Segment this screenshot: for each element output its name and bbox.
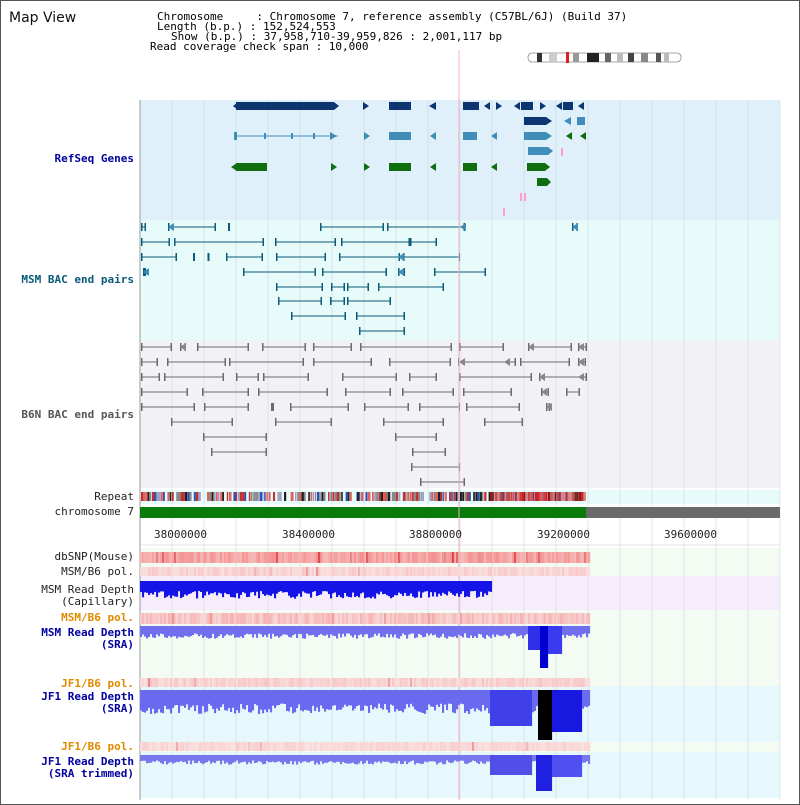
coverage-span-info: Read coverage check span : 10,000 — [150, 40, 369, 53]
track-label-msm-bac: MSM BAC end pairs — [21, 273, 134, 286]
track-label-msm-depth-sra: MSM Read Depth (SRA) — [41, 626, 134, 651]
msm-bac-end-pairs[interactable] — [141, 223, 578, 335]
chromosome-info: Chromosome : Chromosome 7, reference ass… — [157, 10, 628, 23]
b6n-bac-end-pairs[interactable] — [141, 343, 587, 486]
track-label-jf1-b6-pol-1: JF1/B6 pol. — [61, 677, 134, 690]
track-label-dbsnp: dbSNP(Mouse) — [54, 550, 134, 563]
length-info: Length (b.p.) : 152,524,553 — [157, 20, 336, 33]
axis-tick-label: 38800000 — [409, 528, 462, 541]
repeat-track[interactable] — [141, 492, 586, 501]
show-range-info: Show (b.p.) : 37,958,710-39,959,826 : 2,… — [171, 30, 503, 43]
axis-tick-label: 39600000 — [664, 528, 717, 541]
track-label-refseq: RefSeq Genes — [54, 152, 134, 165]
refseq-genes[interactable] — [231, 102, 586, 216]
read-depth-tracks[interactable] — [140, 581, 591, 791]
track-label-chromosome: chromosome 7 — [54, 505, 134, 518]
track-label-b6n-bac: B6N BAC end pairs — [21, 408, 134, 421]
chromosome-ideogram[interactable] — [527, 52, 682, 63]
chromosome-bar-gap[interactable] — [586, 507, 780, 518]
track-label-msm-depth-capillary: MSM Read Depth (Capillary) — [41, 583, 134, 608]
track-label-jf1-depth-trimmed: JF1 Read Depth (SRA trimmed) — [41, 755, 134, 780]
axis-tick-label: 38400000 — [282, 528, 335, 541]
track-label-repeat: Repeat — [94, 490, 134, 503]
axis-tick-label: 38000000 — [154, 528, 207, 541]
chromosome-bar-assembled[interactable] — [140, 507, 586, 518]
axis-tick-label: 39200000 — [537, 528, 590, 541]
snp-heat-tracks[interactable] — [140, 552, 591, 751]
track-label-jf1-b6-pol-2: JF1/B6 pol. — [61, 740, 134, 753]
track-label-msm-b6-pol-2: MSM/B6 pol. — [61, 611, 134, 624]
track-label-jf1-depth-sra: JF1 Read Depth (SRA) — [41, 690, 134, 715]
track-label-msm-b6-pol-1: MSM/B6 pol. — [61, 565, 134, 578]
page-title: Map View — [9, 10, 77, 26]
